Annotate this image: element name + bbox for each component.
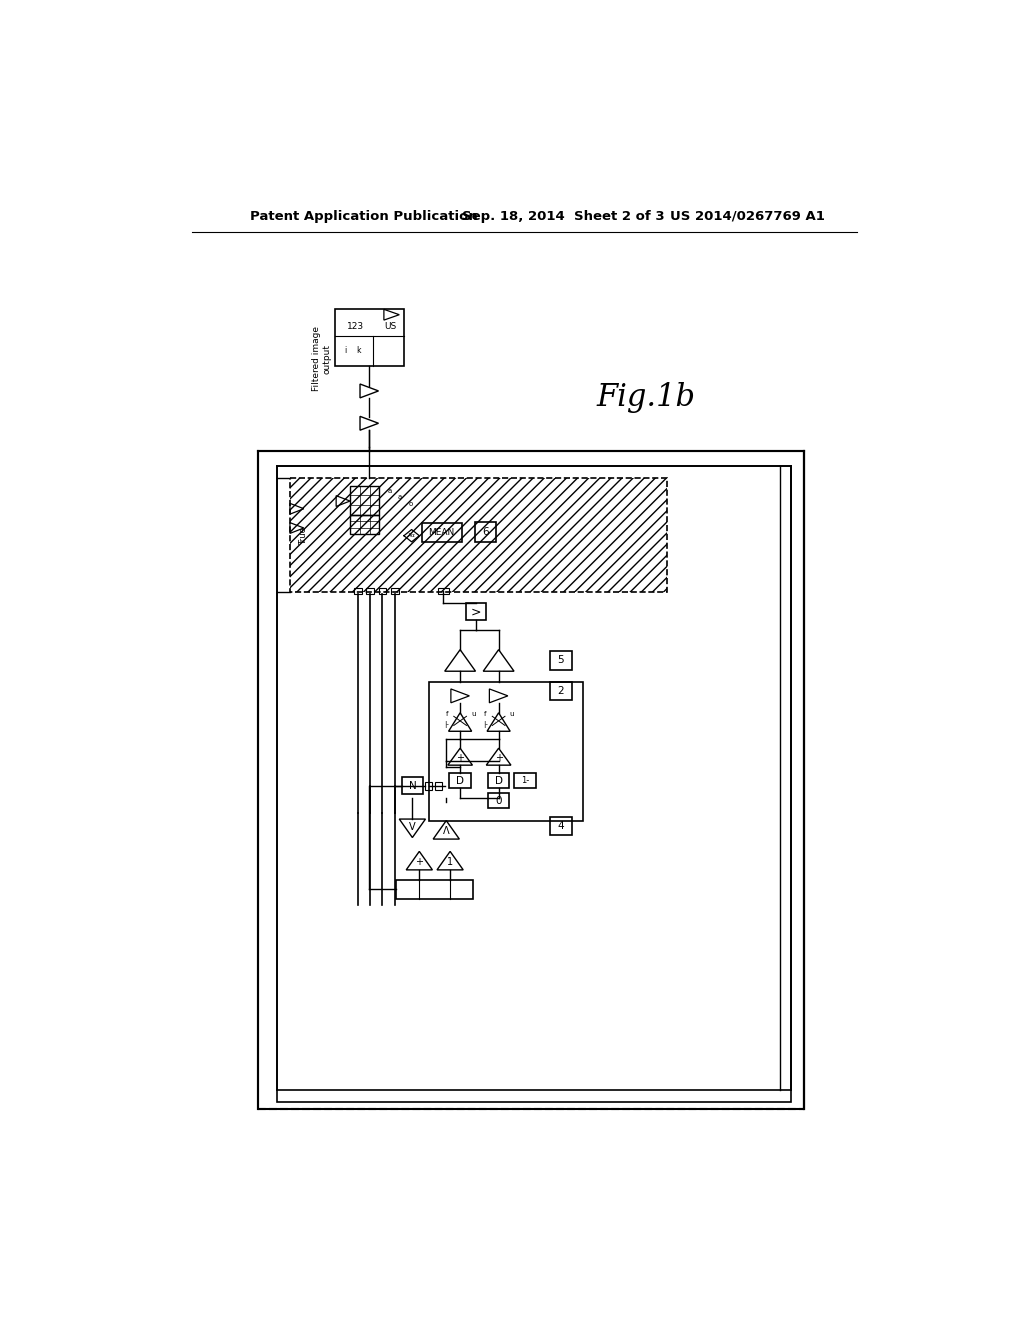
Bar (550, 651, 571, 669)
Bar (391, 589, 398, 594)
Text: MEAN: MEAN (428, 528, 455, 537)
Text: 1: 1 (447, 857, 454, 866)
Text: 1-: 1- (520, 776, 529, 785)
Text: o: o (409, 502, 413, 507)
Bar (550, 682, 571, 701)
Text: λα: λα (408, 533, 416, 539)
Text: Λ: Λ (443, 826, 450, 836)
Text: 0: 0 (496, 796, 502, 805)
Text: 5: 5 (558, 656, 564, 665)
Text: |-: |- (444, 721, 450, 727)
Text: N: N (409, 781, 416, 791)
Text: +: + (456, 752, 464, 763)
Text: Filtered image
output: Filtered image output (312, 326, 331, 391)
Text: US 2014/0267769 A1: US 2014/0267769 A1 (670, 210, 824, 223)
Text: Fig.1b: Fig.1b (597, 381, 696, 413)
Text: 4: 4 (558, 821, 564, 832)
Bar (487, 793, 509, 808)
Bar (435, 781, 442, 789)
Bar (367, 589, 374, 594)
Bar (429, 682, 584, 821)
Bar (335, 309, 403, 367)
Bar (514, 774, 536, 788)
Text: 2: 2 (558, 686, 564, 696)
Text: +: + (416, 857, 423, 866)
Text: US: US (384, 322, 396, 331)
Text: 123: 123 (347, 322, 364, 331)
Bar (290, 478, 668, 591)
Text: >: > (470, 606, 481, 619)
Bar (487, 774, 509, 788)
Text: f: f (445, 711, 449, 717)
Text: a: a (398, 494, 402, 500)
Text: Patent Application Publication: Patent Application Publication (250, 210, 477, 223)
Bar (422, 524, 462, 543)
Bar (475, 521, 497, 541)
Text: |-: |- (483, 721, 488, 727)
Bar (350, 486, 379, 515)
Text: Sep. 18, 2014  Sheet 2 of 3: Sep. 18, 2014 Sheet 2 of 3 (462, 210, 665, 223)
Bar (425, 781, 432, 789)
Text: k: k (356, 346, 360, 355)
Bar (466, 603, 485, 620)
Bar (438, 589, 449, 594)
Text: a: a (387, 488, 391, 494)
Bar (379, 589, 386, 594)
Text: f: f (484, 711, 486, 717)
Text: 6: 6 (482, 527, 488, 537)
Bar (396, 880, 473, 899)
Bar (354, 589, 361, 594)
Bar (276, 466, 792, 1102)
Text: u: u (471, 711, 475, 717)
Bar (550, 817, 571, 836)
Text: True: True (299, 527, 308, 545)
Text: u: u (510, 711, 514, 717)
Text: D: D (456, 776, 464, 785)
Text: i: i (344, 346, 346, 355)
Bar (258, 451, 804, 1109)
Text: V: V (409, 822, 416, 833)
Text: D: D (495, 776, 503, 785)
Bar (401, 777, 423, 795)
Bar (350, 515, 379, 535)
Text: +: + (495, 752, 503, 763)
Bar (450, 774, 471, 788)
